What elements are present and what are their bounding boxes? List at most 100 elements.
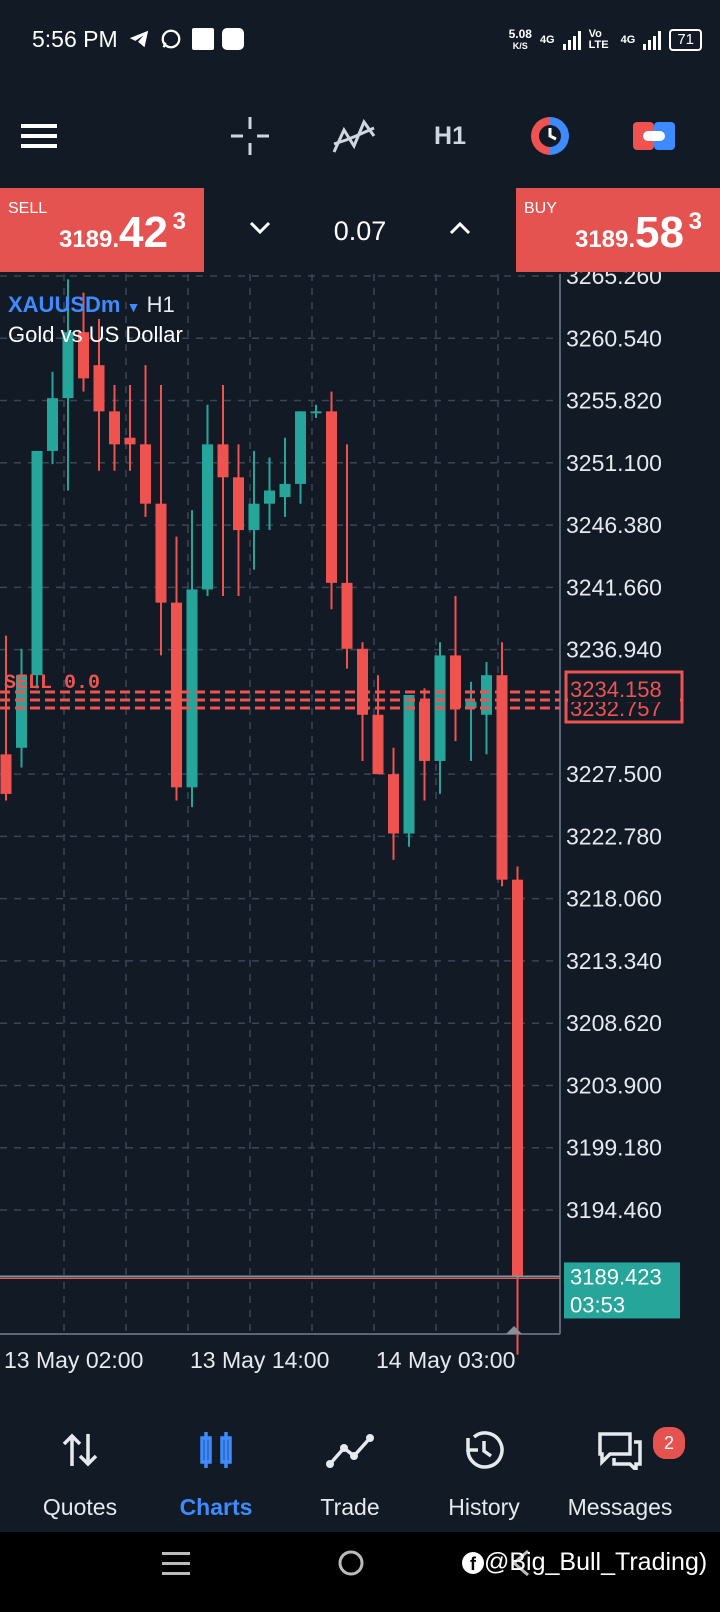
price-tick-label: 3236.940 bbox=[566, 637, 662, 663]
candle-body bbox=[279, 483, 291, 498]
order-line-label: SELL 0.0 bbox=[4, 672, 100, 695]
candle bbox=[496, 642, 508, 887]
trade-icon bbox=[326, 1434, 374, 1468]
candle bbox=[78, 292, 89, 392]
candle-body bbox=[62, 332, 74, 399]
order-price-label-1: 3234.158 bbox=[570, 677, 662, 702]
sim1-network: 4G bbox=[539, 34, 555, 46]
candle-body bbox=[496, 675, 508, 880]
decrease-lot-button[interactable] bbox=[248, 218, 272, 238]
candle-body bbox=[264, 490, 275, 504]
indicators-button[interactable] bbox=[322, 84, 386, 188]
candle bbox=[217, 384, 229, 597]
candle-body bbox=[372, 714, 384, 775]
dropdown-icon: ▼ bbox=[126, 299, 141, 315]
price-tick-label: 3222.780 bbox=[566, 823, 662, 849]
nav-trade[interactable]: Trade bbox=[278, 1400, 422, 1532]
candle-body bbox=[388, 774, 399, 834]
chart-shift-marker bbox=[506, 1326, 522, 1334]
home-icon[interactable] bbox=[336, 1548, 366, 1578]
candle-body bbox=[78, 332, 89, 379]
time-axis: 13 May 02:00 13 May 14:00 14 May 03:00 bbox=[4, 1347, 515, 1373]
charts-icon bbox=[200, 1432, 232, 1468]
buy-price-sup: 3 bbox=[688, 208, 702, 235]
crosshair-button[interactable] bbox=[218, 84, 282, 188]
buy-button[interactable]: BUY 3189.58 3 bbox=[516, 188, 720, 272]
indicators-icon bbox=[332, 118, 376, 153]
sell-button[interactable]: SELL 3189.42 3 bbox=[0, 188, 204, 272]
candle bbox=[0, 635, 12, 801]
bid-price-box bbox=[564, 1262, 680, 1319]
volte-label: Vo LTE bbox=[588, 28, 609, 51]
messages-badge: 2 bbox=[650, 1424, 688, 1462]
one-click-trading-button[interactable] bbox=[622, 84, 686, 188]
sim2-network: 4G bbox=[620, 34, 636, 46]
facebook-icon: f bbox=[462, 1552, 484, 1574]
bid-price-label: 3189.423 bbox=[570, 1264, 662, 1289]
nav-quotes[interactable]: Quotes bbox=[8, 1400, 152, 1532]
candle bbox=[233, 444, 244, 597]
candle-body bbox=[481, 675, 492, 715]
candle-body bbox=[419, 701, 430, 761]
price-tick-label: 3251.100 bbox=[566, 450, 662, 476]
nav-history[interactable]: History bbox=[412, 1400, 556, 1532]
signal-icon bbox=[643, 30, 662, 50]
candle-body bbox=[186, 589, 198, 788]
candle-body bbox=[233, 477, 244, 531]
time-tick-label: 13 May 14:00 bbox=[190, 1347, 329, 1373]
back-icon[interactable] bbox=[508, 1548, 532, 1578]
notification-icon bbox=[192, 28, 214, 50]
system-navigation-bar bbox=[0, 1532, 720, 1612]
candle-body bbox=[512, 879, 523, 1277]
candle bbox=[357, 642, 368, 761]
candle-body bbox=[248, 503, 260, 531]
symbol-selector[interactable]: XAUUSDm ▼ H1 bbox=[8, 292, 175, 318]
sell-price-big: 42 bbox=[119, 208, 168, 257]
messages-icon bbox=[598, 1432, 642, 1470]
lot-value[interactable]: 0.07 bbox=[333, 216, 387, 246]
buy-price-big: 58 bbox=[635, 208, 684, 257]
candle-body bbox=[140, 444, 151, 504]
price-tick-label: 3265.260 bbox=[566, 272, 662, 289]
timeframe-button[interactable]: H1 bbox=[434, 121, 466, 150]
nav-charts-label: Charts bbox=[179, 1494, 253, 1520]
status-bar: 5:56 PM 5.08 K/S 4G Vo LTE 4G 71 bbox=[0, 0, 720, 84]
increase-lot-button[interactable] bbox=[448, 218, 472, 238]
candle bbox=[341, 444, 353, 669]
candle-body bbox=[357, 648, 368, 715]
price-tick-label: 3199.180 bbox=[566, 1135, 662, 1161]
candle-body bbox=[155, 503, 167, 603]
candle bbox=[155, 384, 167, 656]
candle-body bbox=[124, 437, 136, 445]
recents-icon[interactable] bbox=[162, 1548, 190, 1580]
watermark: f @Big_Bull_Trading) bbox=[462, 1548, 707, 1577]
candle bbox=[450, 596, 461, 742]
candle bbox=[264, 457, 275, 531]
candle-body bbox=[171, 602, 182, 788]
chart-grid bbox=[0, 274, 561, 1335]
candle bbox=[186, 510, 198, 808]
menu-button[interactable] bbox=[8, 84, 72, 188]
candle bbox=[62, 279, 74, 491]
price-tick-label: 3255.820 bbox=[566, 388, 662, 414]
chart-timeframe: H1 bbox=[146, 292, 175, 317]
plot-area bbox=[0, 274, 560, 1334]
nav-trade-label: Trade bbox=[320, 1494, 380, 1520]
chart-theme-button[interactable] bbox=[518, 84, 582, 188]
candle-body bbox=[47, 398, 58, 451]
price-tick-label: 3227.500 bbox=[566, 761, 662, 787]
telegram-icon bbox=[129, 30, 149, 48]
candle-body bbox=[0, 754, 12, 794]
price-tick-label: 3203.900 bbox=[566, 1072, 662, 1098]
nav-messages[interactable]: Messages bbox=[548, 1400, 692, 1532]
candle-body bbox=[217, 444, 229, 478]
candle bbox=[465, 681, 477, 761]
nav-charts[interactable]: Charts bbox=[144, 1400, 288, 1532]
candle bbox=[124, 384, 136, 471]
price-tick-label: 3208.620 bbox=[566, 1010, 662, 1036]
candle-body bbox=[202, 444, 213, 590]
one-click-trade-panel: SELL 3189.42 3 0.07 BUY 3189.58 3 bbox=[0, 188, 720, 272]
signal-icon bbox=[562, 30, 581, 50]
